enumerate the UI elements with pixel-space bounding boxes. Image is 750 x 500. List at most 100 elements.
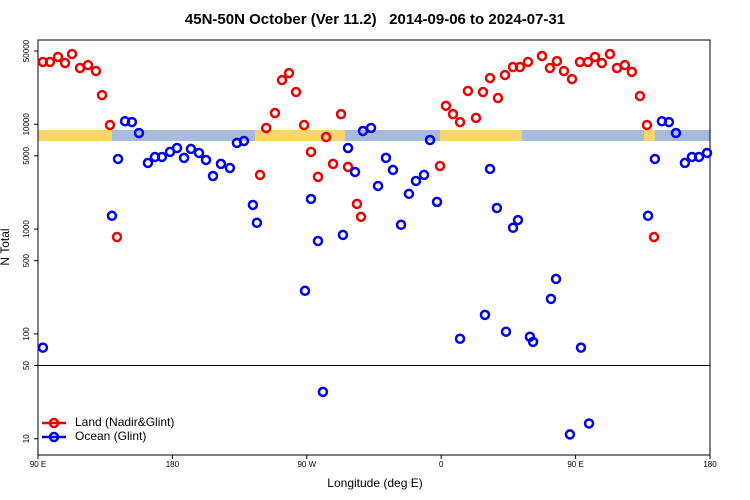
- point: [260, 122, 272, 134]
- point: [619, 59, 631, 71]
- point: [305, 146, 317, 158]
- point: [604, 48, 616, 60]
- point: [337, 229, 349, 241]
- point: [499, 69, 511, 81]
- point: [454, 116, 466, 128]
- x-axis-label: Longitude (deg E): [327, 476, 422, 490]
- point: [507, 222, 519, 234]
- point: [106, 210, 118, 222]
- point: [283, 67, 295, 79]
- point: [90, 65, 102, 77]
- point: [52, 51, 64, 63]
- legend-label: Land (Nadir&Glint): [75, 415, 174, 429]
- point: [470, 112, 482, 124]
- point: [207, 170, 219, 182]
- point: [522, 56, 534, 68]
- point: [641, 119, 653, 131]
- point: [434, 160, 446, 172]
- point: [479, 309, 491, 321]
- legend-marker: [48, 431, 60, 443]
- plot-frame: [37, 39, 711, 456]
- point: [247, 199, 259, 211]
- point: [492, 92, 504, 104]
- point: [254, 169, 266, 181]
- point: [484, 72, 496, 84]
- y-tick-label: 5000: [22, 146, 31, 164]
- ocean-strip: [522, 130, 644, 141]
- x-tick-label: 90 W: [297, 460, 316, 469]
- point: [462, 85, 474, 97]
- point: [37, 342, 49, 353]
- point: [342, 161, 354, 173]
- point: [491, 202, 503, 214]
- point: [582, 56, 594, 68]
- point: [583, 418, 595, 429]
- point: [380, 152, 392, 164]
- point: [171, 142, 183, 154]
- point: [701, 147, 713, 159]
- point: [178, 152, 190, 164]
- y-tick-label: 10: [22, 434, 31, 443]
- point: [312, 171, 324, 183]
- point: [514, 61, 526, 73]
- point: [269, 107, 281, 119]
- point: [104, 119, 116, 131]
- point: [440, 100, 452, 112]
- point: [410, 175, 422, 187]
- point: [185, 143, 197, 155]
- point: [484, 163, 496, 175]
- y-tick-label: 100: [22, 327, 31, 341]
- point: [238, 135, 250, 147]
- point: [649, 153, 661, 165]
- ocean-strip: [112, 130, 255, 141]
- x-tick-label: 90 E: [30, 460, 46, 469]
- point: [317, 386, 329, 398]
- point: [527, 336, 539, 348]
- y-tick-label: 50: [22, 360, 31, 369]
- point: [349, 166, 361, 178]
- y-tick-label: 1000: [22, 220, 31, 238]
- point: [126, 116, 138, 128]
- x-tick-label: 0: [439, 460, 444, 469]
- point: [200, 154, 212, 166]
- point: [550, 273, 562, 285]
- x-tick-label: 180: [703, 460, 717, 469]
- point: [59, 57, 71, 69]
- point: [142, 157, 154, 169]
- point: [545, 293, 557, 305]
- point: [564, 429, 576, 440]
- point: [251, 217, 263, 229]
- point: [693, 151, 705, 163]
- point: [418, 169, 430, 181]
- point: [424, 134, 436, 146]
- point: [351, 198, 363, 210]
- legend-label: Ocean (Glint): [75, 429, 146, 443]
- point: [112, 153, 124, 165]
- y-tick-label: 500: [22, 253, 31, 267]
- point: [626, 66, 638, 78]
- y-axis-label: N Total: [0, 228, 12, 265]
- point: [500, 326, 512, 337]
- point: [387, 164, 399, 176]
- x-tick-label: 90 E: [567, 460, 583, 469]
- point: [642, 210, 654, 222]
- chart-title: 45N-50N October (Ver 11.2) 2014-09-06 to…: [185, 11, 565, 28]
- point: [558, 65, 570, 77]
- point: [670, 127, 682, 139]
- point: [355, 211, 367, 223]
- point: [327, 158, 339, 170]
- point: [634, 90, 646, 102]
- point: [320, 131, 332, 143]
- point: [551, 55, 563, 67]
- point: [544, 62, 556, 74]
- point: [536, 50, 548, 62]
- point: [299, 285, 311, 297]
- point: [44, 56, 56, 68]
- point: [663, 116, 675, 128]
- point: [447, 108, 459, 120]
- point: [193, 147, 205, 159]
- point: [335, 108, 347, 120]
- ocean-strip: [345, 130, 440, 141]
